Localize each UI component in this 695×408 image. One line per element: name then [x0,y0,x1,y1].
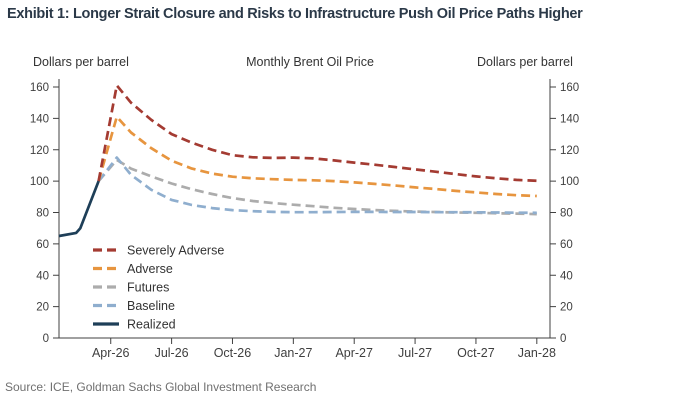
y-tick-label-right: 100 [560,176,579,188]
y-tick-label-right: 60 [560,239,573,251]
series-realized [58,180,100,238]
legend-label-futures: Futures [127,281,169,295]
y-tick-label-right: 140 [560,113,579,125]
x-tick-label: Oct-26 [214,346,252,360]
y-tick-label-right: 160 [560,82,579,94]
x-tick-label: Jul-26 [155,346,189,360]
x-tick-label: Oct-27 [457,346,495,360]
y-tick-label-left: 160 [30,82,49,94]
y-tick-label-right: 0 [560,333,566,345]
y-tick-label-right: 20 [560,302,573,314]
x-tick-label: Jan-28 [518,346,556,360]
legend-label-baseline: Baseline [127,299,175,313]
y-tick-label-left: 60 [36,239,49,251]
y-tick-label-left: 100 [30,176,49,188]
series-baseline [97,156,537,215]
y-tick-label-right: 120 [560,145,579,157]
x-tick-label: Jan-27 [274,346,312,360]
x-tick-label: Apr-26 [92,346,130,360]
y-axis-unit-right: Dollars per barrel [477,55,573,69]
series-adverse [97,115,537,198]
y-axis-unit-left: Dollars per barrel [33,55,129,69]
y-tick-label-left: 40 [36,270,49,282]
legend-label-realized: Realized [127,318,176,332]
series-severely-adverse [97,84,537,183]
legend-label-adverse: Adverse [127,262,173,276]
y-tick-label-left: 120 [30,145,49,157]
y-tick-label-left: 80 [36,208,49,220]
chart-subtitle: Monthly Brent Oil Price [246,55,374,69]
source-attribution: Source: ICE, Goldman Sachs Global Invest… [5,380,317,394]
x-tick-label: Apr-27 [335,346,373,360]
y-tick-label-left: 0 [43,333,49,345]
y-tick-label-right: 80 [560,208,573,220]
legend-label-severely-adverse: Severely Adverse [127,244,224,258]
y-tick-label-right: 40 [560,270,573,282]
y-tick-label-left: 140 [30,113,49,125]
x-tick-label: Jul-27 [398,346,432,360]
y-tick-label-left: 20 [36,302,49,314]
series-futures [97,158,537,216]
exhibit-title: Exhibit 1: Longer Strait Closure and Ris… [7,6,583,22]
